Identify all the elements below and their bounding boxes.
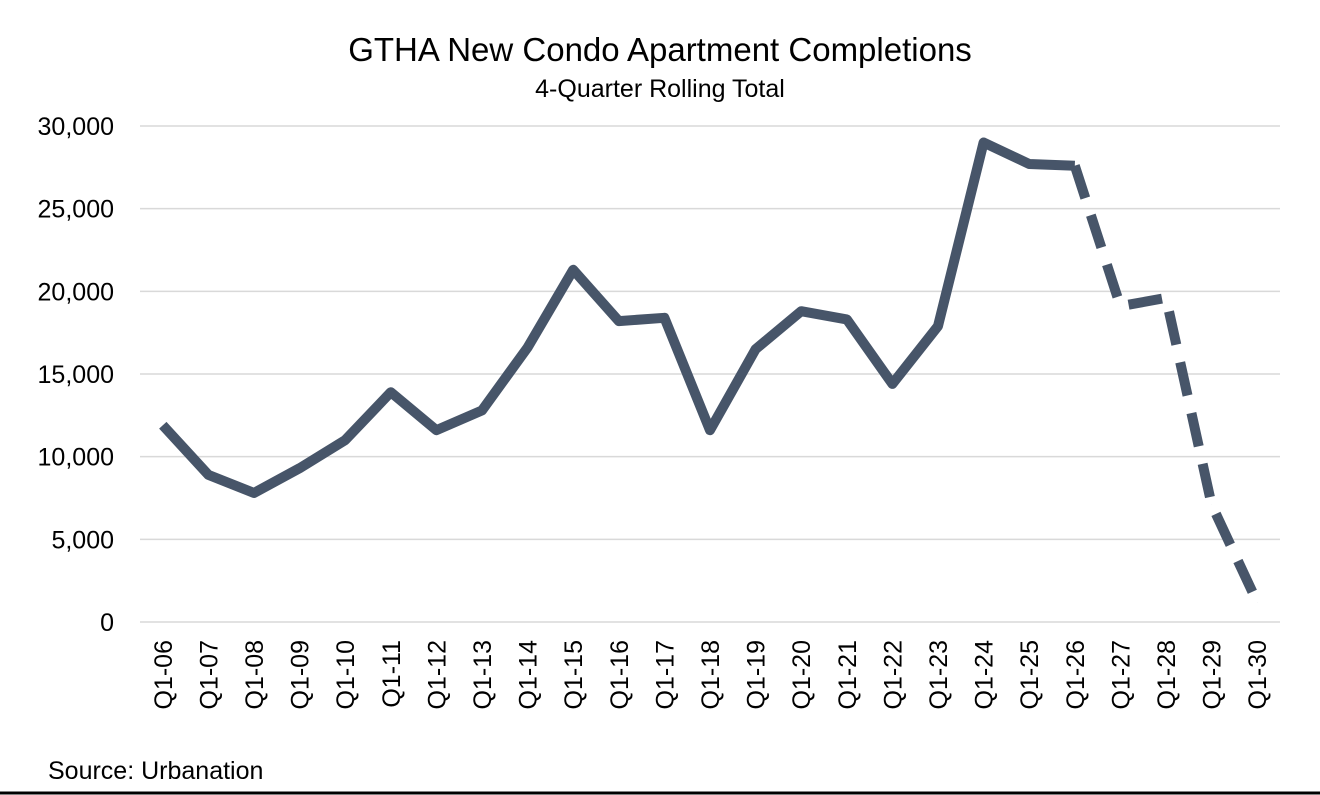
- series-line: [159, 137, 1262, 605]
- chart-subtitle: 4-Quarter Rolling Total: [535, 75, 785, 103]
- x-tick-label: Q1-26: [1062, 640, 1090, 709]
- y-tick-label: 25,000: [38, 196, 114, 224]
- x-tick-label: Q1-12: [423, 640, 451, 709]
- x-tick-label: Q1-18: [697, 640, 725, 709]
- x-tick-label: Q1-20: [788, 640, 816, 709]
- x-tick-label: Q1-10: [332, 640, 360, 709]
- x-tick-label: Q1-08: [241, 640, 269, 709]
- x-tick-label: Q1-17: [651, 640, 679, 709]
- x-tick-label: Q1-15: [560, 640, 588, 709]
- source-note: Source: Urbanation: [48, 757, 263, 785]
- x-axis: Q1-06 Q1-07 Q1-08 Q1-09 Q1-10 Q1-11 Q1-12 Q1-13…: [150, 640, 1272, 710]
- chart-title: GTHA New Condo Apartment Completions: [348, 31, 972, 68]
- x-tick-label: Q1-23: [925, 640, 953, 709]
- y-tick-label: 20,000: [38, 278, 114, 306]
- x-tick-label: Q1-24: [971, 640, 999, 710]
- gridlines: [140, 125, 1280, 623]
- x-tick-label: Q1-19: [743, 640, 771, 709]
- x-tick-label: Q1-11: [378, 640, 406, 708]
- y-tick-label: 10,000: [38, 444, 114, 472]
- x-tick-label: Q1-25: [1016, 640, 1044, 709]
- x-tick-label: Q1-07: [195, 640, 223, 709]
- series-line-actual: [159, 137, 1075, 498]
- x-tick-label: Q1-09: [287, 640, 315, 709]
- x-tick-label: Q1-28: [1153, 640, 1181, 709]
- x-tick-label: Q1-16: [606, 640, 634, 709]
- y-tick-label: 5,000: [51, 526, 114, 554]
- series-line-forecast: [1070, 164, 1262, 605]
- x-tick-label: Q1-14: [515, 640, 543, 710]
- y-tick-label: 15,000: [38, 361, 114, 389]
- y-tick-label: 0: [100, 609, 114, 637]
- y-tick-label: 30,000: [38, 113, 114, 141]
- x-tick-label: Q1-06: [150, 640, 178, 709]
- series-points: [162, 142, 1258, 603]
- x-tick-label: Q1-13: [469, 640, 497, 709]
- x-tick-label: Q1-27: [1107, 640, 1135, 709]
- x-tick-label: Q1-29: [1199, 640, 1227, 709]
- x-tick-label: Q1-21: [834, 640, 862, 709]
- x-tick-label: Q1-22: [879, 640, 907, 709]
- y-axis: 0 5,000 10,000 15,000 20,000 25,000 30,000: [38, 113, 114, 637]
- x-tick-label: Q1-30: [1244, 640, 1272, 709]
